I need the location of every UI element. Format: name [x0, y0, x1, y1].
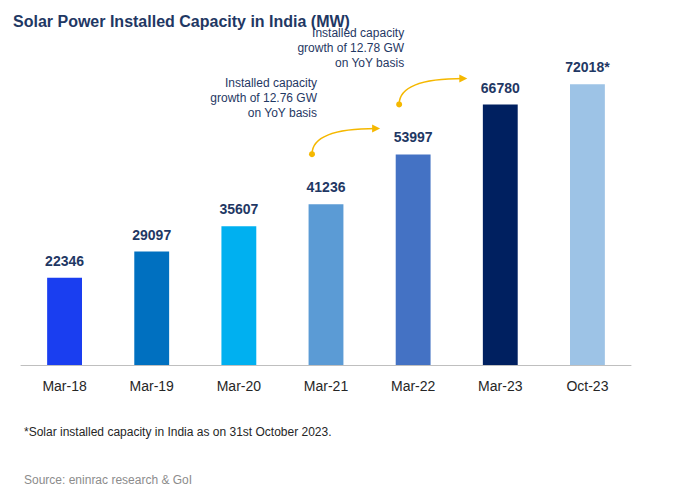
svg-text:Mar-18: Mar-18 — [42, 378, 87, 394]
svg-text:35607: 35607 — [219, 201, 258, 217]
svg-text:72018*: 72018* — [565, 59, 610, 75]
svg-text:53997: 53997 — [394, 129, 433, 145]
svg-text:Mar-22: Mar-22 — [391, 378, 436, 394]
svg-text:Source: eninrac research & GoI: Source: eninrac research & GoI — [24, 473, 192, 487]
svg-text:Mar-21: Mar-21 — [304, 378, 349, 394]
svg-text:66780: 66780 — [481, 80, 520, 96]
svg-text:41236: 41236 — [307, 179, 346, 195]
svg-text:Oct-23: Oct-23 — [566, 378, 608, 394]
svg-text:Solar Power Installed Capacity: Solar Power Installed Capacity in India … — [13, 13, 350, 30]
svg-text:on YoY basis: on YoY basis — [248, 106, 317, 120]
svg-text:29097: 29097 — [132, 227, 171, 243]
svg-text:growth of 12.78 GW: growth of 12.78 GW — [297, 41, 404, 55]
svg-text:22346: 22346 — [45, 253, 84, 269]
svg-text:on YoY basis: on YoY basis — [335, 56, 404, 70]
svg-text:Installed capacity: Installed capacity — [225, 76, 317, 90]
svg-text:Installed capacity: Installed capacity — [312, 26, 405, 41]
svg-text:*Solar installed capacity in I: *Solar installed capacity in India as on… — [24, 425, 332, 439]
svg-text:Mar-20: Mar-20 — [217, 378, 262, 394]
svg-text:Mar-19: Mar-19 — [130, 378, 175, 394]
svg-text:Mar-23: Mar-23 — [478, 378, 523, 394]
svg-text:growth of 12.76 GW: growth of 12.76 GW — [210, 91, 317, 105]
